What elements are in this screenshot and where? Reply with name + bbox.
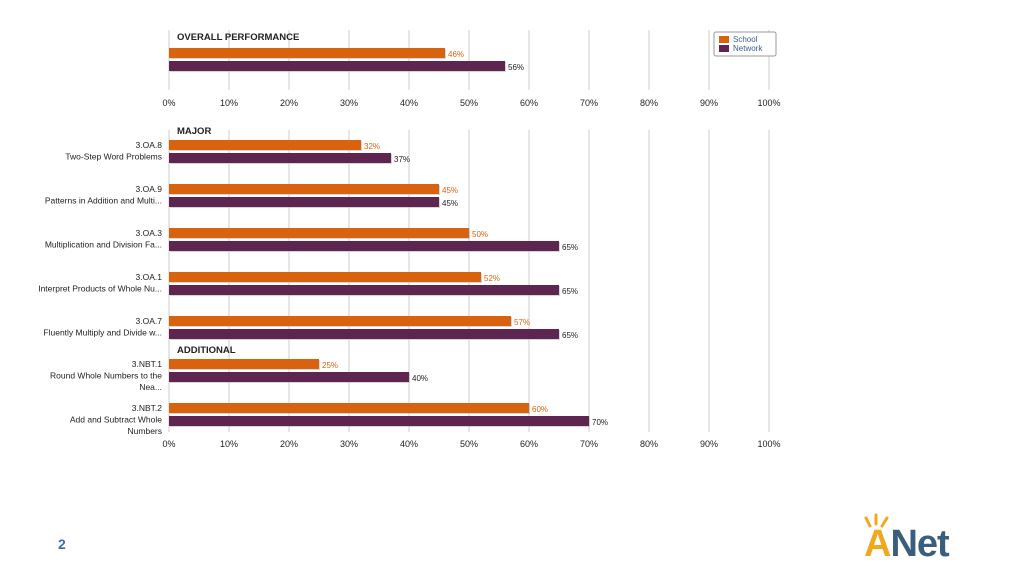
panel-title: MAJOR xyxy=(177,126,211,137)
x-tick-label: 60% xyxy=(520,439,538,449)
legend-swatch xyxy=(719,45,729,52)
x-tick-label: 30% xyxy=(340,98,358,108)
data-label: 37% xyxy=(394,155,410,164)
x-tick-label: 50% xyxy=(460,98,478,108)
data-label: 32% xyxy=(364,142,380,151)
bar-school xyxy=(169,403,529,413)
data-label: 45% xyxy=(442,186,458,195)
x-tick-label: 90% xyxy=(700,439,718,449)
bar-network xyxy=(169,197,439,207)
legend-swatch xyxy=(719,36,729,43)
category-name: Add and Subtract Whole xyxy=(70,415,162,425)
data-label: 50% xyxy=(472,230,488,239)
bar-network xyxy=(169,153,391,163)
bar-school xyxy=(169,48,445,58)
bar-school xyxy=(169,140,361,150)
section-label: ADDITIONAL xyxy=(177,345,236,356)
bar-school xyxy=(169,316,511,326)
data-label: 40% xyxy=(412,374,428,383)
x-tick-label: 30% xyxy=(340,439,358,449)
x-tick-label: 100% xyxy=(757,98,780,108)
data-label: 45% xyxy=(442,199,458,208)
data-label: 52% xyxy=(484,274,500,283)
data-label: 60% xyxy=(532,405,548,414)
category-name: Nea... xyxy=(139,382,162,392)
category-name: Round Whole Numbers to the xyxy=(50,371,162,381)
bar-school xyxy=(169,359,319,369)
bar-network xyxy=(169,329,559,339)
x-tick-label: 40% xyxy=(400,439,418,449)
category-code: 3.NBT.2 xyxy=(132,403,163,413)
anet-logo: ANet xyxy=(858,512,978,568)
logo-net: Net xyxy=(890,523,949,565)
x-tick-label: 80% xyxy=(640,439,658,449)
category-code: 3.OA.3 xyxy=(136,228,163,238)
x-tick-label: 40% xyxy=(400,98,418,108)
bar-network xyxy=(169,372,409,382)
bar-network xyxy=(169,416,589,426)
x-tick-label: 10% xyxy=(220,98,238,108)
x-tick-label: 60% xyxy=(520,98,538,108)
category-name: Patterns in Addition and Multi... xyxy=(45,196,162,206)
x-tick-label: 70% xyxy=(580,439,598,449)
sun-rays-icon xyxy=(864,513,889,528)
x-tick-label: 20% xyxy=(280,439,298,449)
data-label: 65% xyxy=(562,243,578,252)
logo-letter-a: A xyxy=(864,523,891,565)
bar-school xyxy=(169,228,469,238)
category-name: Fluently Multiply and Divide w... xyxy=(43,328,162,338)
logo-wordmark: ANet xyxy=(864,522,950,566)
bar-network xyxy=(169,241,559,251)
data-label: 46% xyxy=(448,50,464,59)
panel-title: OVERALL PERFORMANCE xyxy=(177,32,299,43)
data-label: 70% xyxy=(592,418,608,427)
legend-label: Network xyxy=(733,44,763,53)
page-number: 2 xyxy=(58,536,66,552)
category-name: Two-Step Word Problems xyxy=(65,152,162,162)
category-code: 3.OA.1 xyxy=(136,272,163,282)
x-tick-label: 90% xyxy=(700,98,718,108)
category-name: Numbers xyxy=(128,426,162,436)
data-label: 57% xyxy=(514,318,530,327)
category-code: 3.OA.8 xyxy=(136,140,163,150)
legend-label: School xyxy=(733,35,758,44)
category-code: 3.NBT.1 xyxy=(132,359,163,369)
data-label: 65% xyxy=(562,331,578,340)
bar-network xyxy=(169,285,559,295)
data-label: 56% xyxy=(508,63,524,72)
category-code: 3.OA.7 xyxy=(136,316,163,326)
legend-box xyxy=(713,31,777,57)
data-label: 65% xyxy=(562,287,578,296)
x-tick-label: 0% xyxy=(162,439,175,449)
bar-network xyxy=(169,61,505,71)
x-tick-label: 100% xyxy=(757,439,780,449)
category-name: Interpret Products of Whole Nu... xyxy=(38,284,162,294)
x-tick-label: 50% xyxy=(460,439,478,449)
x-tick-label: 20% xyxy=(280,98,298,108)
x-tick-label: 80% xyxy=(640,98,658,108)
x-tick-label: 70% xyxy=(580,98,598,108)
x-tick-label: 10% xyxy=(220,439,238,449)
bar-school xyxy=(169,272,481,282)
bar-school xyxy=(169,184,439,194)
category-name: Multiplication and Division Fa... xyxy=(45,240,162,250)
category-code: 3.OA.9 xyxy=(136,184,163,194)
x-tick-label: 0% xyxy=(162,98,175,108)
data-label: 25% xyxy=(322,361,338,370)
